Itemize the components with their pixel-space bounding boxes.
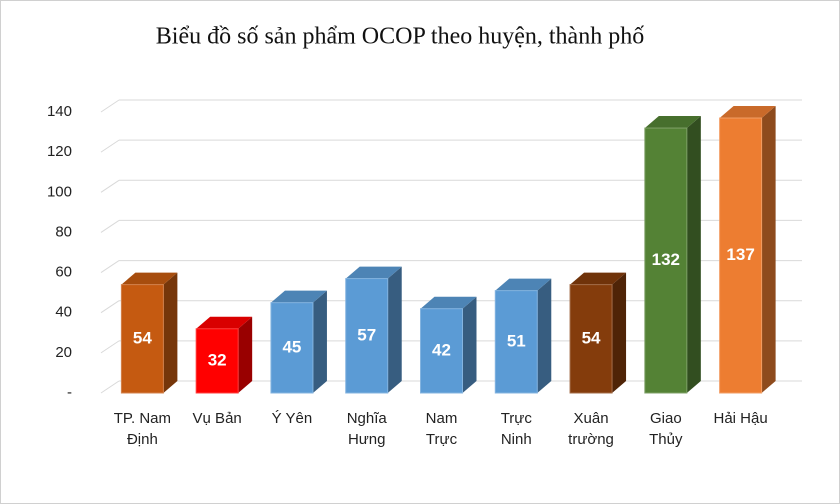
bar-top [121,272,178,285]
bar [270,302,314,394]
y-tick-label: 40 [55,304,72,321]
bar-top [345,266,402,279]
grid-line-side [100,220,120,233]
bar [494,290,538,394]
y-tick-label: 140 [47,103,72,120]
bar-side [163,272,178,393]
bar [719,117,763,394]
bar-top [196,316,253,329]
bar-side [387,266,402,393]
x-tick-label: TP. Nam Định [113,410,171,448]
bar-side [462,296,477,393]
bar-top [719,106,776,119]
bar-top [420,296,477,309]
data-label: 57 [357,325,376,344]
x-tick-label: Ý Yên [271,410,313,427]
grid-line-side [100,99,120,113]
x-tick-label: Giao Thủy [649,410,683,448]
y-tick-label: 80 [55,223,72,240]
y-tick-label: 60 [55,264,72,281]
grid-line-side [100,380,120,394]
x-tick-label: Hải Hậu [713,410,768,427]
y-tick-label: 20 [55,344,72,361]
grid-line-side [100,179,120,193]
bar-top [270,290,327,303]
data-label: 132 [652,250,680,269]
data-label: 42 [432,340,451,359]
x-tick-label: Vụ Bản [192,410,242,427]
grid-line-side [100,340,120,354]
chart-title: Biểu đồ số sản phẩm OCOP theo huyện, thà… [156,24,644,50]
bar [345,278,389,394]
data-label: 45 [282,337,301,356]
data-label: 137 [726,245,754,264]
data-label: 54 [133,328,152,347]
x-tick-label: Nghĩa Hưng [346,410,387,448]
grid-line-side [100,139,120,153]
bar [195,328,239,394]
bar-side [537,278,552,393]
data-label: 51 [507,331,526,350]
bar [569,284,613,394]
bar-side [686,116,701,394]
bar-top [570,272,627,285]
data-label: 54 [582,328,601,347]
x-tick-label: Trực Ninh [500,410,532,448]
grid-line-side [100,260,120,273]
data-label: 32 [208,350,227,369]
x-tick-label: Nam Trực [425,410,458,448]
bar [644,127,688,394]
y-tick-label: 100 [47,183,72,200]
x-tick-label: Xuân trường [568,410,614,448]
bar-side [312,290,327,393]
bar [420,308,463,394]
bar-top [644,116,701,129]
bar [120,284,164,394]
y-tick-label: - [67,384,72,401]
bar-side [612,272,627,393]
bar-side [238,316,253,393]
y-tick-label: 120 [47,143,72,160]
grid-line-side [100,300,120,314]
bar-top [495,278,552,291]
bar-side [761,106,776,394]
